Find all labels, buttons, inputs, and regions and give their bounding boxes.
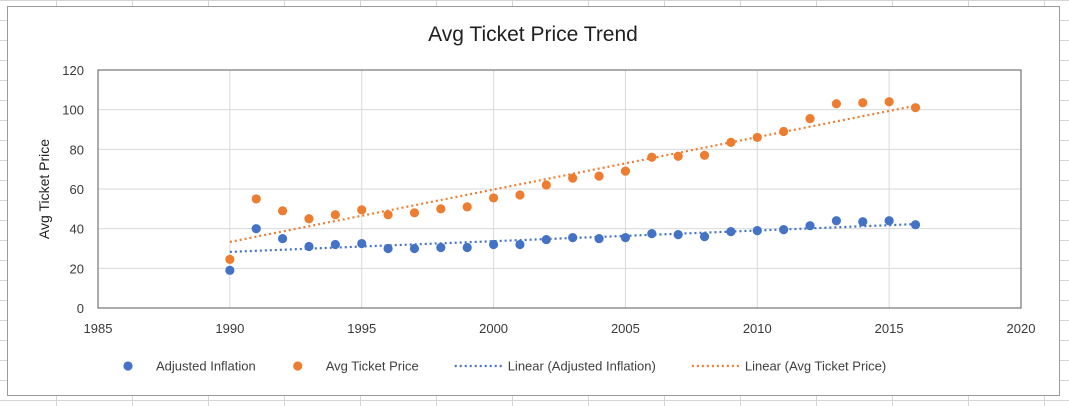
data-point xyxy=(488,239,499,250)
data-point xyxy=(515,239,525,250)
y-tick-label: 60 xyxy=(70,182,84,197)
data-point xyxy=(699,232,710,242)
data-point xyxy=(647,152,657,162)
data-point xyxy=(726,227,736,237)
data-point xyxy=(462,242,472,253)
legend-item[interactable]: Adjusted Inflation xyxy=(123,359,256,374)
legend-label: Linear (Avg Ticket Price) xyxy=(745,359,886,374)
data-point xyxy=(225,265,235,275)
y-tick-label: 0 xyxy=(77,301,84,316)
gridlines xyxy=(98,70,1021,308)
y-axis-title: Avg Ticket Price xyxy=(36,139,52,239)
data-point xyxy=(251,224,261,234)
data-point xyxy=(779,225,789,235)
y-tick-label: 80 xyxy=(70,142,84,157)
data-point xyxy=(726,137,736,147)
data-point xyxy=(278,233,288,244)
data-point xyxy=(910,220,921,230)
data-point xyxy=(330,210,340,220)
data-point xyxy=(910,103,921,113)
data-point xyxy=(673,151,683,161)
legend-label: Linear (Adjusted Inflation) xyxy=(508,359,656,374)
data-point xyxy=(884,216,894,226)
data-point xyxy=(436,242,446,253)
data-point xyxy=(752,132,762,143)
data-points xyxy=(225,97,921,275)
data-point xyxy=(383,210,393,220)
trendlines xyxy=(229,104,916,253)
data-point xyxy=(304,241,314,252)
legend-label: Adjusted Inflation xyxy=(156,359,256,374)
data-point xyxy=(462,202,472,212)
trendline xyxy=(229,223,916,253)
data-point xyxy=(488,193,499,203)
data-point xyxy=(357,238,367,249)
x-tick-label: 1985 xyxy=(84,321,113,336)
data-point xyxy=(278,206,288,216)
legend-item[interactable]: Linear (Adjusted Inflation) xyxy=(454,359,656,374)
y-tick-label: 100 xyxy=(62,103,84,118)
data-point xyxy=(515,190,525,200)
data-point xyxy=(409,243,420,254)
legend-item[interactable]: Avg Ticket Price xyxy=(293,359,419,374)
data-point xyxy=(357,205,367,215)
y-tick-label: 120 xyxy=(62,63,84,78)
data-point xyxy=(673,230,683,240)
data-point xyxy=(620,166,631,176)
x-tick-label: 2020 xyxy=(1007,321,1036,336)
data-point xyxy=(858,217,868,227)
data-point xyxy=(594,233,604,244)
x-tick-label: 2010 xyxy=(743,321,772,336)
x-tick-label: 2005 xyxy=(611,321,640,336)
data-point xyxy=(752,226,762,236)
legend-marker xyxy=(123,361,133,371)
x-tick-label: 1990 xyxy=(215,321,244,336)
data-point xyxy=(225,254,235,265)
data-point xyxy=(330,239,340,250)
data-point xyxy=(436,204,446,214)
legend[interactable]: Adjusted Inflation Avg Ticket Price Linear… xyxy=(123,359,886,374)
data-point xyxy=(805,113,815,124)
data-point xyxy=(699,150,710,160)
plot-area[interactable] xyxy=(97,69,1022,309)
legend-item[interactable]: Linear (Avg Ticket Price) xyxy=(691,359,886,374)
trendline xyxy=(229,104,916,244)
data-point xyxy=(541,234,551,245)
data-point xyxy=(251,194,261,204)
data-point xyxy=(620,232,631,243)
y-tick-label: 40 xyxy=(70,222,84,237)
x-axis-ticks: 1985 1990 1995 2000 2005 2010 2015 2020 xyxy=(84,321,1036,336)
data-point xyxy=(647,229,657,239)
chart-title: Avg Ticket Price Trend xyxy=(428,23,638,46)
data-point xyxy=(884,97,894,107)
data-point xyxy=(831,99,842,109)
data-point xyxy=(858,98,868,108)
data-point xyxy=(409,208,420,218)
x-tick-label: 1995 xyxy=(347,321,376,336)
data-point xyxy=(568,232,578,243)
data-point xyxy=(594,171,604,181)
data-point xyxy=(831,216,842,226)
data-point xyxy=(304,214,314,224)
data-point xyxy=(805,221,815,231)
x-tick-label: 2000 xyxy=(479,321,508,336)
legend-label: Avg Ticket Price xyxy=(326,359,419,374)
x-tick-label: 2015 xyxy=(875,321,904,336)
y-tick-label: 20 xyxy=(70,261,84,276)
data-point xyxy=(568,173,578,183)
data-point xyxy=(779,126,789,137)
legend-marker xyxy=(293,361,303,371)
y-axis-ticks: 0 20 40 60 80 100 120 xyxy=(62,63,84,316)
chart-area[interactable] xyxy=(7,6,1060,396)
data-point xyxy=(541,180,551,190)
data-point xyxy=(383,243,393,254)
